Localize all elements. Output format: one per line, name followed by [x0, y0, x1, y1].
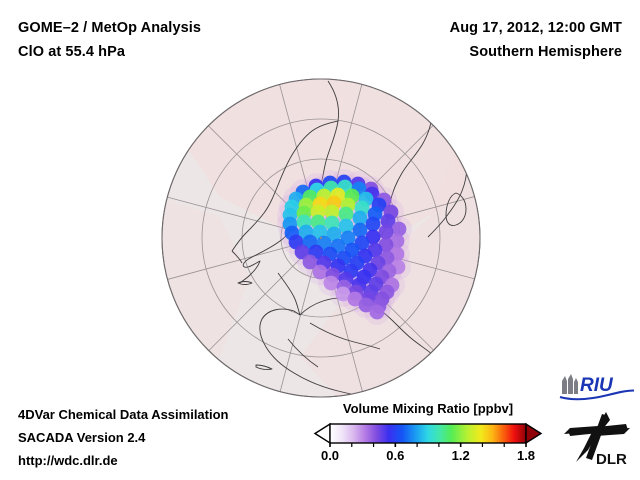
- colorbar-tick-label: 1.8: [516, 448, 536, 463]
- coastline-south-america: [239, 80, 339, 284]
- latitude-circle: [201, 118, 441, 358]
- plume-data-dot: [352, 210, 368, 226]
- colorbar-block: Volume Mixing Ratio [ppbv] 0.0 0.6 1.2 1.8: [313, 401, 543, 466]
- coastline-island-kerguelen: [406, 384, 421, 390]
- globe-limb: [161, 78, 481, 398]
- plume-data-dot: [324, 204, 340, 220]
- source-url-label[interactable]: http://wdc.dlr.de: [18, 453, 118, 468]
- riu-logo-text: RIU: [580, 375, 614, 396]
- colorbar-svg: [313, 422, 543, 447]
- coastline-antarctic-peninsula: [277, 272, 301, 316]
- coastline-tierra-del-fuego: [237, 281, 253, 285]
- plume-data-dot: [335, 286, 351, 302]
- version-label: SACADA Version 2.4: [18, 430, 146, 445]
- colorbar-tick-label: 1.2: [451, 448, 470, 463]
- footer-left-block: 4DVar Chemical Data Assimilation SACADA …: [18, 403, 229, 472]
- header-right-block: Aug 17, 2012, 12:00 GMT Southern Hemisph…: [450, 16, 622, 64]
- colorbar-ticks: [329, 443, 527, 447]
- hemisphere-label: Southern Hemisphere: [469, 44, 622, 60]
- plume-data-dot: [380, 213, 396, 229]
- riu-chimney-bars-icon: [562, 374, 578, 394]
- colorbar-tick-label: 0.0: [320, 448, 340, 463]
- colorbar-gradient-bar: [329, 423, 527, 444]
- coastline-island-south-georgia: [255, 364, 273, 370]
- plume-data-dot: [352, 222, 368, 238]
- coastline-madagascar: [445, 192, 467, 226]
- riu-swoosh-icon: [559, 389, 635, 401]
- plume-data-dot: [323, 275, 339, 291]
- riu-logo-svg: RIU: [559, 374, 635, 401]
- riu-logo: RIU: [558, 372, 636, 402]
- dlr-logo: DLR: [562, 410, 634, 468]
- colorbar-tick-labels: 0.0 0.6 1.2 1.8: [313, 448, 543, 466]
- method-label: 4DVar Chemical Data Assimilation: [18, 407, 229, 422]
- colorbar-min-extend-arrow: [313, 422, 331, 445]
- plume-data-dot: [312, 264, 328, 280]
- dlr-logo-svg: DLR: [564, 412, 630, 468]
- globe-svg: [161, 78, 481, 398]
- plume-data-dot: [358, 297, 374, 313]
- plume-data-dot: [326, 226, 342, 242]
- clo-plume-dot-layer: [282, 174, 407, 320]
- colorbar-title: Volume Mixing Ratio [ppbv]: [342, 401, 514, 416]
- plume-data-dot: [294, 244, 310, 260]
- plume-data-dot: [338, 218, 354, 234]
- plume-data-dot: [365, 229, 381, 245]
- south-pole-marker: [319, 236, 323, 240]
- plume-data-dot: [391, 221, 407, 237]
- plume-data-dot: [324, 215, 340, 231]
- plume-data-dot: [340, 230, 356, 246]
- timestamp-label: Aug 17, 2012, 12:00 GMT: [449, 20, 622, 36]
- plume-data-dot: [378, 237, 394, 253]
- plume-data-dot: [378, 224, 394, 240]
- analysis-title: GOME–2 / MetOp Analysis: [18, 20, 202, 36]
- plume-data-dot: [369, 304, 385, 320]
- species-level-label: ClO at 55.4 hPa: [18, 44, 126, 60]
- colorbar-max-extend-arrow: [525, 422, 543, 445]
- plume-data-dot: [365, 216, 381, 232]
- plume-data-dot: [302, 254, 318, 270]
- dlr-emblem-icon: [564, 412, 630, 462]
- globe-map-panel: [160, 77, 482, 399]
- plume-data-dot: [347, 291, 363, 307]
- dlr-logo-text: DLR: [596, 451, 627, 468]
- header-left-block: GOME–2 / MetOp Analysis ClO at 55.4 hPa: [18, 16, 201, 64]
- colorbar-tick-label: 0.6: [386, 448, 405, 463]
- plume-data-dot: [338, 206, 354, 222]
